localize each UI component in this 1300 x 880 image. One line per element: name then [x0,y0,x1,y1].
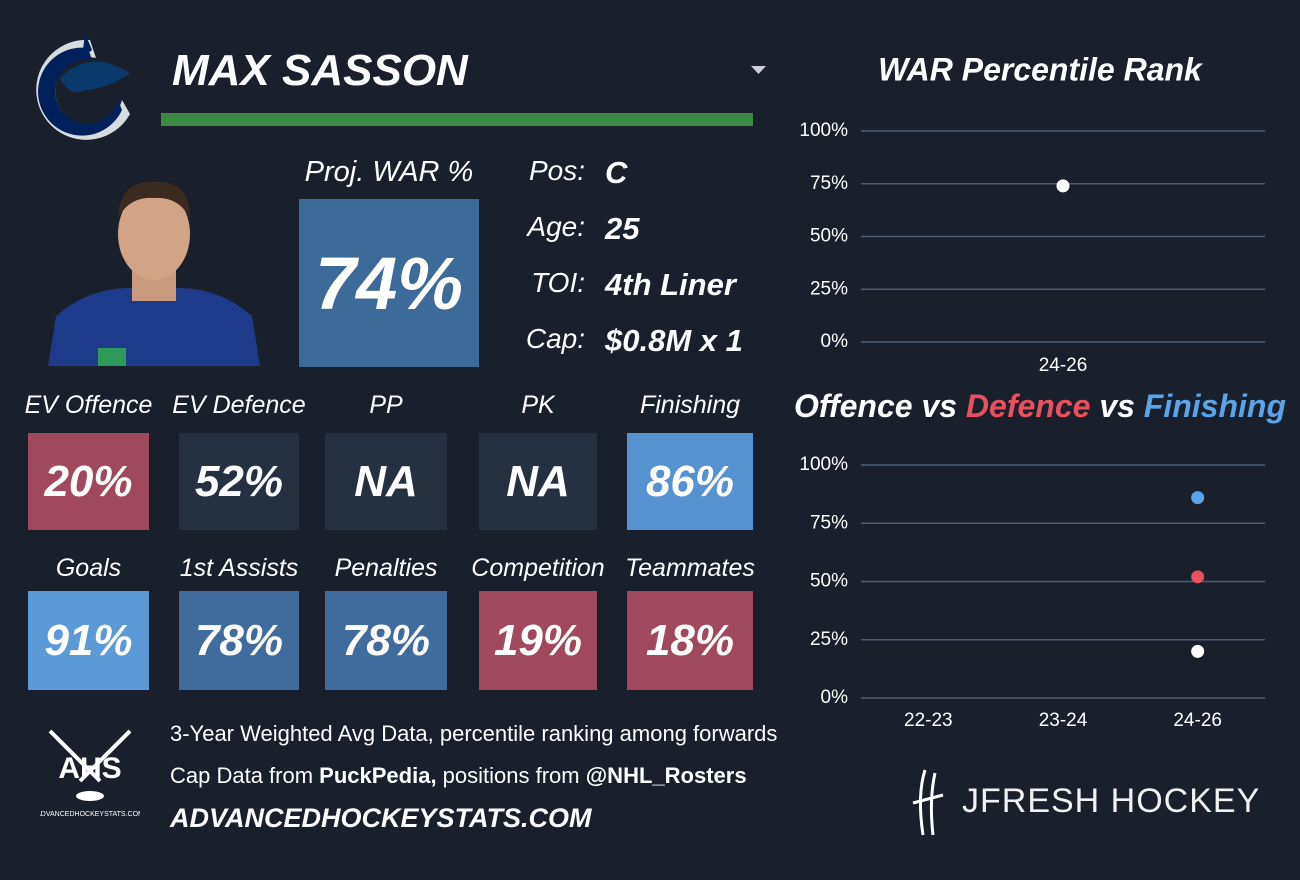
stat-tile: NA [479,433,597,530]
x-tick-label: 23-24 [1039,710,1088,731]
brand-logo [912,769,944,836]
info-value: 4th Liner [605,267,736,302]
accent-bar [161,113,753,126]
footer-note: 3-Year Weighted Avg Data, percentile ran… [170,721,778,746]
info-value: C [605,155,628,190]
stat-tile: NA [325,433,447,530]
title-separator: vs [921,388,957,424]
y-tick-label: 50% [810,571,848,592]
info-label: Age: [527,211,585,242]
ahs-logo: AHS ADVANCEDHOCKEYSTATS.COM [40,729,140,818]
x-tick-label: 24-26 [1173,710,1222,731]
tile-label: EV Defence [172,391,306,419]
credit-text: positions from [436,763,586,788]
stat-tile: 19% [479,591,597,690]
proj-war-label: Proj. WAR % [304,156,474,188]
tile-label: PP [369,391,403,419]
tile-label: Finishing [639,391,741,419]
info-label: TOI: [531,267,585,298]
team-logo [36,33,130,140]
credit-source: PuckPedia, [319,763,437,788]
y-tick-label: 0% [821,331,849,352]
legend-entry: Finishing [1144,388,1286,424]
legend-entry: Defence [966,388,1091,424]
dot [1191,491,1205,505]
site-url: ADVANCEDHOCKEYSTATS.COM [170,803,592,833]
proj-war-tile: 74% [299,199,479,367]
tile-label: EV Offence [24,391,153,419]
stat-tile: 52% [179,433,299,530]
y-tick-label: 50% [810,226,848,247]
credit-source: @NHL_Rosters [585,763,747,788]
info-value: $0.8M x 1 [605,323,743,358]
tile-label: Competition [471,554,605,582]
brand-name: JFRESH HOCKEY [962,782,1261,820]
footer-credits: Cap Data from PuckPedia, positions from … [170,763,747,789]
credit-text: Cap Data from [170,763,320,788]
stat-tile: 18% [627,591,753,690]
x-tick-label: 24-26 [1039,355,1088,376]
tile-label: PK [521,391,555,419]
dropdown-arrow[interactable] [750,64,768,76]
player-photo [48,181,260,366]
y-tick-label: 25% [810,278,848,299]
info-value: 25 [605,211,640,246]
tile-label: Goals [55,554,122,582]
y-tick-label: 100% [799,120,848,141]
title-separator: vs [1099,388,1135,424]
stat-tile: 20% [28,433,149,530]
y-tick-label: 100% [799,454,848,475]
player-name: MAX SASSON [172,46,468,95]
stat-tile: 86% [627,433,753,530]
info-label: Pos: [528,155,585,186]
tile-label: Teammates [625,554,755,582]
y-tick-label: 0% [821,687,849,708]
y-tick-label: 25% [810,629,848,650]
dot [1191,644,1205,658]
y-tick-label: 75% [810,173,848,194]
y-tick-label: 75% [810,512,848,533]
chart-title: WAR Percentile Rank [878,51,1204,87]
stat-tile: 78% [179,591,299,690]
info-label: Cap: [525,323,585,354]
tile-label: 1st Assists [179,554,299,582]
ahs-small: ADVANCEDHOCKEYSTATS.COM [40,811,140,818]
chart-title: Offence vs Defence vs Finishing [794,388,1286,424]
tile-label: Penalties [334,554,438,582]
x-tick-label: 22-23 [904,710,953,731]
dot [1191,570,1205,584]
legend-entry: Offence [794,388,913,424]
stat-tile: 91% [28,591,149,690]
stat-tile: 78% [325,591,447,690]
dot [1056,179,1070,193]
ahs-text: AHS [58,752,121,785]
